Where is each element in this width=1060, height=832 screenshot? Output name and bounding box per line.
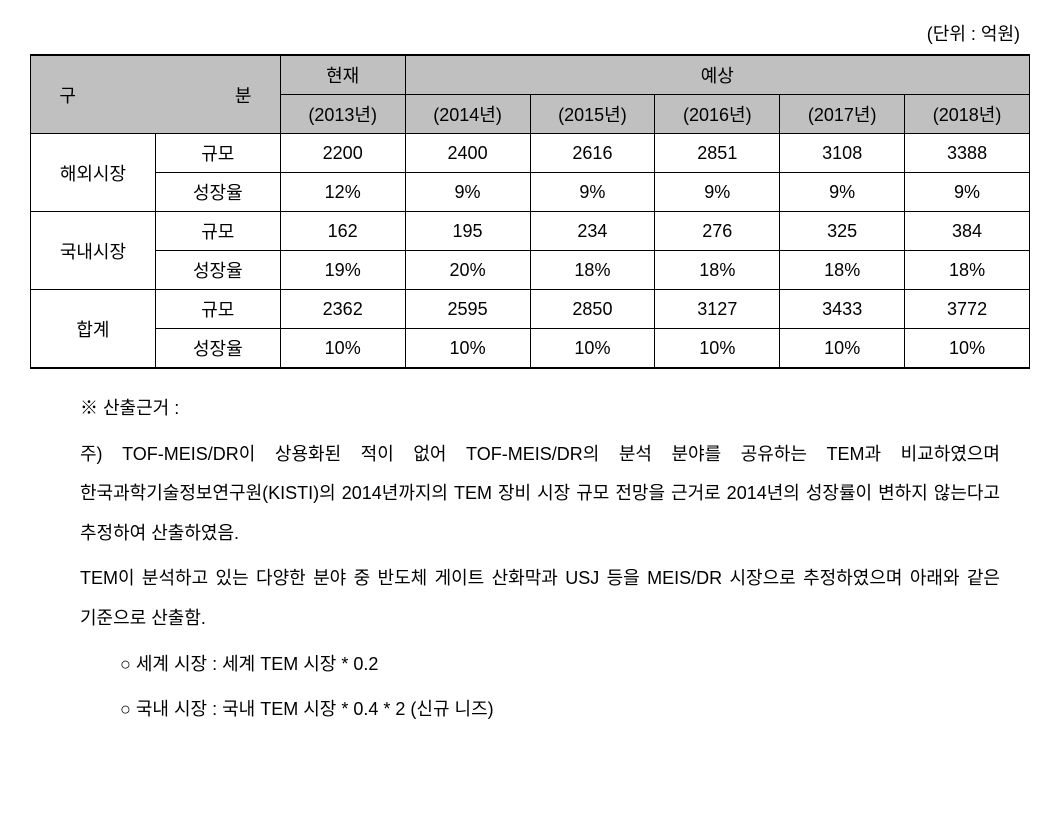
cell-value: 3388 bbox=[905, 134, 1030, 173]
notes-section: ※ 산출근거 : 주) TOF-MEIS/DR이 상용화된 적이 없어 TOF-… bbox=[30, 369, 1030, 730]
table-row: 성장율 19% 20% 18% 18% 18% 18% bbox=[31, 251, 1030, 290]
unit-label: (단위 : 억원) bbox=[30, 20, 1030, 46]
market-forecast-table: 구 분 현재 예상 (2013년) (2014년) (2015년) (2016년… bbox=[30, 54, 1030, 369]
cell-value: 9% bbox=[530, 173, 655, 212]
cell-value: 10% bbox=[780, 329, 905, 369]
header-year-5: (2018년) bbox=[905, 95, 1030, 134]
cell-value: 9% bbox=[405, 173, 530, 212]
cell-value: 10% bbox=[280, 329, 405, 369]
table-row: 합계 규모 2362 2595 2850 3127 3433 3772 bbox=[31, 290, 1030, 329]
cell-value: 2595 bbox=[405, 290, 530, 329]
cell-value: 2362 bbox=[280, 290, 405, 329]
metric-label: 성장율 bbox=[155, 251, 280, 290]
cell-value: 195 bbox=[405, 212, 530, 251]
cell-value: 234 bbox=[530, 212, 655, 251]
cell-value: 2851 bbox=[655, 134, 780, 173]
cell-value: 18% bbox=[530, 251, 655, 290]
header-current: 현재 bbox=[280, 55, 405, 95]
header-year-4: (2017년) bbox=[780, 95, 905, 134]
cell-value: 2200 bbox=[280, 134, 405, 173]
table-row: 성장율 10% 10% 10% 10% 10% 10% bbox=[31, 329, 1030, 369]
cell-value: 18% bbox=[780, 251, 905, 290]
header-forecast: 예상 bbox=[405, 55, 1029, 95]
metric-label: 성장율 bbox=[155, 329, 280, 369]
header-category: 구 분 bbox=[31, 55, 281, 134]
cell-value: 3433 bbox=[780, 290, 905, 329]
cell-value: 3127 bbox=[655, 290, 780, 329]
header-year-0: (2013년) bbox=[280, 95, 405, 134]
cell-value: 10% bbox=[405, 329, 530, 369]
category-total: 합계 bbox=[31, 290, 156, 369]
table-row: 해외시장 규모 2200 2400 2616 2851 3108 3388 bbox=[31, 134, 1030, 173]
cell-value: 10% bbox=[530, 329, 655, 369]
cell-value: 19% bbox=[280, 251, 405, 290]
note-2: TEM이 분석하고 있는 다양한 분야 중 반도체 게이트 산화막과 USJ 등… bbox=[80, 559, 1000, 638]
category-domestic: 국내시장 bbox=[31, 212, 156, 290]
table-row: 국내시장 규모 162 195 234 276 325 384 bbox=[31, 212, 1030, 251]
bullet-domestic-market: ○ 국내 시장 : 국내 TEM 시장 * 0.4 * 2 (신규 니즈) bbox=[80, 690, 1000, 730]
cell-value: 18% bbox=[905, 251, 1030, 290]
cell-value: 2850 bbox=[530, 290, 655, 329]
bullet-world-market: ○ 세계 시장 : 세계 TEM 시장 * 0.2 bbox=[80, 645, 1000, 685]
table-row: 성장율 12% 9% 9% 9% 9% 9% bbox=[31, 173, 1030, 212]
cell-value: 325 bbox=[780, 212, 905, 251]
metric-label: 성장율 bbox=[155, 173, 280, 212]
cell-value: 18% bbox=[655, 251, 780, 290]
note-1: 주) TOF-MEIS/DR이 상용화된 적이 없어 TOF-MEIS/DR의 … bbox=[80, 435, 1000, 554]
cell-value: 10% bbox=[905, 329, 1030, 369]
header-year-2: (2015년) bbox=[530, 95, 655, 134]
metric-label: 규모 bbox=[155, 212, 280, 251]
cell-value: 9% bbox=[905, 173, 1030, 212]
cell-value: 3108 bbox=[780, 134, 905, 173]
metric-label: 규모 bbox=[155, 134, 280, 173]
header-year-1: (2014년) bbox=[405, 95, 530, 134]
cell-value: 10% bbox=[655, 329, 780, 369]
header-year-3: (2016년) bbox=[655, 95, 780, 134]
metric-label: 규모 bbox=[155, 290, 280, 329]
cell-value: 3772 bbox=[905, 290, 1030, 329]
cell-value: 20% bbox=[405, 251, 530, 290]
cell-value: 9% bbox=[780, 173, 905, 212]
cell-value: 2616 bbox=[530, 134, 655, 173]
cell-value: 384 bbox=[905, 212, 1030, 251]
cell-value: 12% bbox=[280, 173, 405, 212]
cell-value: 2400 bbox=[405, 134, 530, 173]
cell-value: 9% bbox=[655, 173, 780, 212]
basis-label: ※ 산출근거 : bbox=[80, 389, 1000, 429]
cell-value: 276 bbox=[655, 212, 780, 251]
cell-value: 162 bbox=[280, 212, 405, 251]
category-overseas: 해외시장 bbox=[31, 134, 156, 212]
